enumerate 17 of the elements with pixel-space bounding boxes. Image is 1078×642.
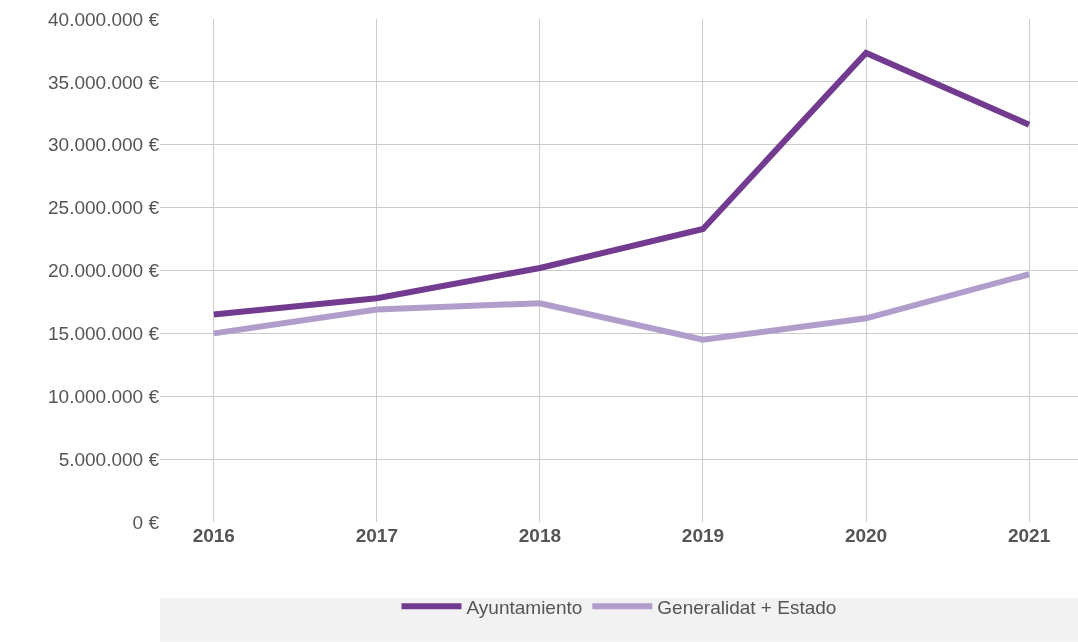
x-tick-label: 2020 [844,525,888,546]
y-tick-label: 40.000.000 € [48,8,160,30]
y-tick-label: 20.000.000 € [48,260,160,282]
x-tick-label: 2018 [518,525,562,546]
y-tick-label: 5.000.000 € [58,448,160,470]
x-tick-label: 2017 [355,525,398,546]
x-tick-label: 2016 [192,525,235,546]
y-tick-label: 30.000.000 € [48,134,160,156]
y-tick-label: 10.000.000 € [48,385,160,407]
y-tick-label: 25.000.000 € [48,197,160,219]
y-tick-label: 0 € [132,511,160,533]
y-tick-label: 15.000.000 € [48,323,160,345]
x-tick-label: 2021 [1007,525,1051,546]
legend-label: Ayuntamiento [466,596,583,618]
legend-label: Generalidat + Estado [657,596,837,618]
x-tick-label: 2019 [681,525,725,546]
y-tick-label: 35.000.000 € [48,71,160,93]
